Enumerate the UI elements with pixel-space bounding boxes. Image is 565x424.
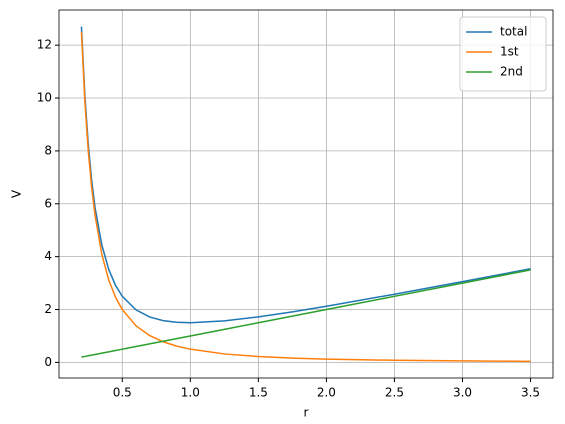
x-tick-label: 0.5 (113, 386, 132, 400)
y-tick-label: 8 (44, 143, 52, 157)
x-tick-label: 1.0 (181, 386, 200, 400)
series-line (81, 269, 531, 358)
series-line (80, 26, 531, 324)
y-tick-label: 6 (44, 196, 52, 210)
y-tick-label: 2 (44, 302, 52, 316)
y-tick-label: 0 (44, 355, 52, 369)
series-line (80, 31, 531, 363)
y-tick-label: 4 (44, 249, 52, 263)
legend-label: total (500, 25, 527, 39)
legend-label: 1st (500, 45, 519, 59)
x-tick-label: 1.5 (249, 386, 268, 400)
x-tick-label: 2.0 (317, 386, 336, 400)
x-axis-label: r (304, 406, 309, 420)
y-tick-label: 12 (37, 38, 52, 52)
axes-frame (58, 9, 554, 379)
y-axis-label: V (10, 189, 24, 198)
y-tick-label: 10 (37, 91, 52, 105)
x-tick-label: 3.0 (453, 386, 472, 400)
x-tick-label: 3.5 (521, 386, 540, 400)
legend-label: 2nd (500, 65, 523, 79)
x-tick-label: 2.5 (385, 386, 404, 400)
